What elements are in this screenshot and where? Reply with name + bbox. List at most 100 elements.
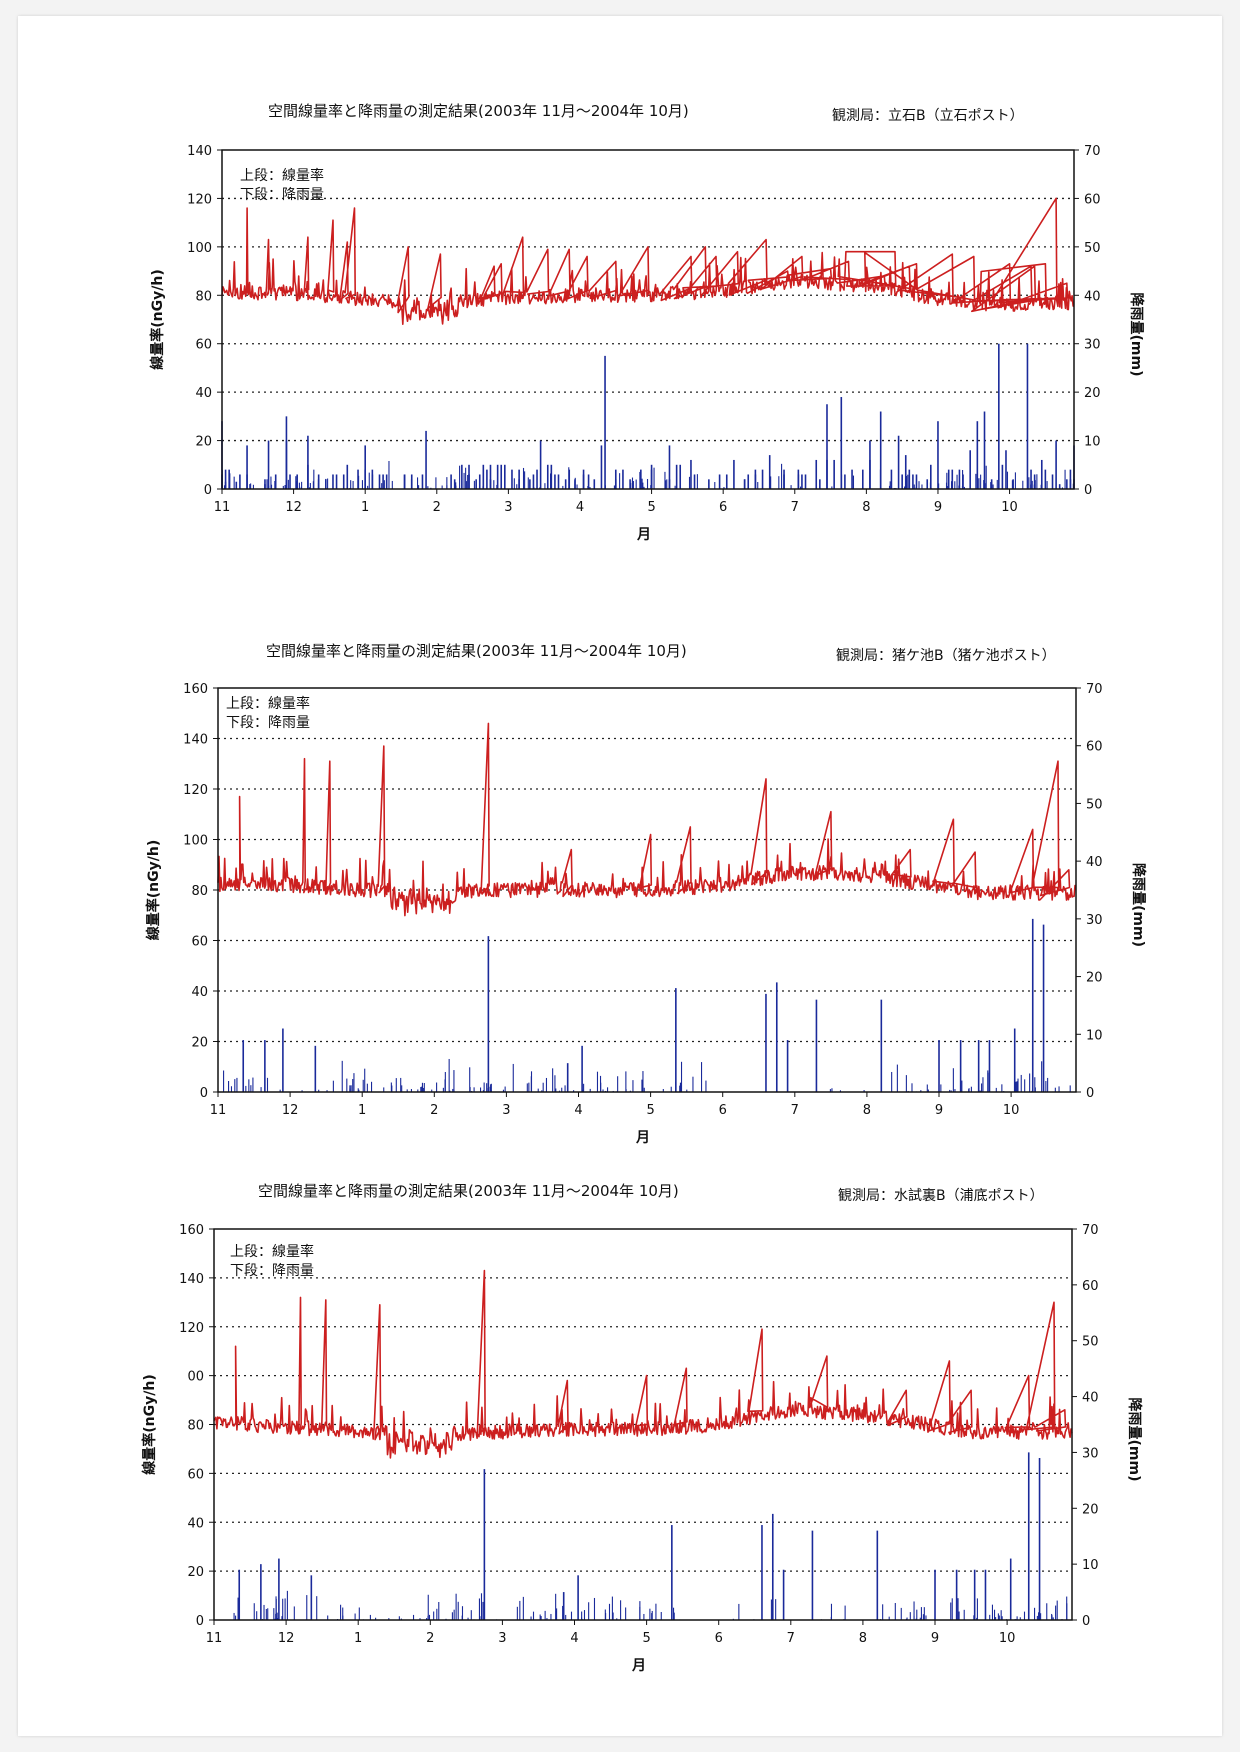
y-right-tick-label: 40 — [1082, 1391, 1099, 1406]
y-left-tick-label: 60 — [191, 935, 208, 950]
dose-rate-line — [213, 1269, 1073, 1459]
y-right-tick-label: 20 — [1084, 386, 1101, 401]
y-left-tick-label: 0 — [200, 1086, 208, 1101]
x-tick-label: 12 — [278, 1631, 295, 1646]
y-right-axis-label: 降雨量(mm) — [1126, 1398, 1143, 1482]
y-left-tick-label: 40 — [195, 386, 212, 401]
y-left-tick-label: 40 — [191, 985, 208, 1000]
y-left-tick-label: 120 — [179, 1321, 204, 1336]
charts-canvas: 空間線量率と降雨量の測定結果(2003年 11月～2004年 10月) 観測局：立… — [141, 102, 1147, 1674]
chart-title: 空間線量率と降雨量の測定結果(2003年 11月～2004年 10月) — [268, 102, 689, 120]
y-right-tick-label: 50 — [1082, 1335, 1099, 1350]
x-axis-label: 月 — [636, 527, 651, 543]
x-tick-label: 3 — [504, 500, 512, 515]
y-left-tick-label: 80 — [195, 289, 212, 304]
x-tick-label: 11 — [214, 500, 231, 515]
x-tick-label: 6 — [719, 1103, 727, 1118]
y-left-tick-label: 00 — [187, 1370, 204, 1385]
dose-rate-line — [221, 197, 1074, 325]
y-left-tick-label: 100 — [183, 834, 208, 849]
legend-lower: 下段：降雨量 — [230, 1263, 314, 1279]
y-right-tick-label: 30 — [1082, 1446, 1099, 1461]
chart-panel-3: 空間線量率と降雨量の測定結果(2003年 11月～2004年 10月) 観測局：水… — [141, 1182, 1143, 1674]
x-tick-label: 7 — [791, 500, 799, 515]
y-right-tick-label: 0 — [1082, 1614, 1090, 1629]
y-right-tick-label: 60 — [1082, 1279, 1099, 1294]
dose-rate-line — [217, 722, 1077, 917]
x-tick-label: 10 — [999, 1631, 1016, 1646]
x-tick-label: 5 — [646, 1103, 654, 1118]
y-right-tick-label: 20 — [1086, 971, 1103, 986]
y-left-tick-label: 60 — [187, 1467, 204, 1482]
station-label: 観測局：水試裏B（浦底ポスト） — [838, 1187, 1044, 1204]
x-tick-label: 1 — [358, 1103, 366, 1118]
x-tick-label: 2 — [430, 1103, 438, 1118]
x-tick-label: 2 — [426, 1631, 434, 1646]
y-left-tick-label: 160 — [183, 682, 208, 697]
y-right-tick-label: 70 — [1086, 682, 1103, 697]
y-left-tick-label: 0 — [196, 1614, 204, 1629]
legend-upper: 上段：線量率 — [230, 1243, 314, 1260]
y-right-tick-label: 30 — [1084, 338, 1101, 353]
y-left-tick-label: 40 — [187, 1516, 204, 1531]
y-right-tick-label: 70 — [1084, 144, 1101, 159]
x-tick-label: 9 — [934, 500, 942, 515]
y-right-tick-label: 10 — [1082, 1558, 1099, 1573]
plot-frame — [217, 687, 1077, 1093]
x-tick-label: 5 — [642, 1631, 650, 1646]
x-tick-label: 10 — [1001, 500, 1018, 515]
y-right-tick-label: 0 — [1086, 1086, 1094, 1101]
x-tick-label: 6 — [715, 1631, 723, 1646]
station-label: 観測局：立石B（立石ポスト） — [832, 107, 1024, 124]
y-left-axis-label: 線量率(nGy/h) — [149, 269, 166, 369]
plot-frame — [213, 1228, 1073, 1621]
x-tick-label: 4 — [574, 1103, 582, 1118]
rain-series — [221, 343, 1075, 489]
x-axis-label: 月 — [635, 1130, 650, 1146]
y-right-tick-label: 60 — [1084, 192, 1101, 207]
plot-frame — [221, 149, 1075, 490]
y-right-tick-label: 20 — [1082, 1502, 1099, 1517]
legend-upper: 上段：線量率 — [240, 167, 324, 184]
y-left-tick-label: 20 — [191, 1036, 208, 1051]
y-left-tick-label: 140 — [183, 733, 208, 748]
legend-lower: 下段：降雨量 — [226, 715, 310, 731]
y-right-tick-label: 70 — [1082, 1223, 1099, 1238]
y-left-tick-label: 80 — [187, 1419, 204, 1434]
y-right-tick-label: 10 — [1086, 1028, 1103, 1043]
y-right-tick-label: 50 — [1086, 797, 1103, 812]
y-right-tick-label: 30 — [1086, 913, 1103, 928]
y-left-tick-label: 20 — [187, 1565, 204, 1580]
y-right-tick-label: 40 — [1086, 855, 1103, 870]
x-tick-label: 1 — [361, 500, 369, 515]
x-tick-label: 8 — [859, 1631, 867, 1646]
y-right-tick-label: 0 — [1084, 483, 1092, 498]
y-right-tick-label: 60 — [1086, 740, 1103, 755]
report-page: 空間線量率と降雨量の測定結果(2003年 11月～2004年 10月) 観測局：立… — [18, 16, 1222, 1736]
x-tick-label: 9 — [931, 1631, 939, 1646]
y-left-tick-label: 0 — [204, 483, 212, 498]
x-tick-label: 11 — [210, 1103, 227, 1118]
x-tick-label: 5 — [647, 500, 655, 515]
x-tick-label: 1 — [354, 1631, 362, 1646]
y-right-tick-label: 40 — [1084, 289, 1101, 304]
y-right-tick-label: 10 — [1084, 435, 1101, 450]
x-tick-label: 9 — [935, 1103, 943, 1118]
chart-panel-2: 空間線量率と降雨量の測定結果(2003年 11月～2004年 10月) 観測局：猪… — [145, 642, 1147, 1146]
x-tick-label: 6 — [719, 500, 727, 515]
x-tick-label: 3 — [502, 1103, 510, 1118]
y-left-tick-label: 140 — [187, 144, 212, 159]
y-left-tick-label: 100 — [187, 241, 212, 256]
x-tick-label: 3 — [498, 1631, 506, 1646]
chart-title: 空間線量率と降雨量の測定結果(2003年 11月～2004年 10月) — [258, 1182, 679, 1200]
y-right-tick-label: 50 — [1084, 241, 1101, 256]
y-right-axis-label: 降雨量(mm) — [1130, 863, 1147, 947]
y-left-tick-label: 20 — [195, 435, 212, 450]
chart-title: 空間線量率と降雨量の測定結果(2003年 11月～2004年 10月) — [266, 642, 687, 660]
rain-series — [233, 1452, 1068, 1620]
chart-panel-1: 空間線量率と降雨量の測定結果(2003年 11月～2004年 10月) 観測局：立… — [149, 102, 1145, 543]
x-axis-label: 月 — [631, 1658, 646, 1674]
y-left-tick-label: 80 — [191, 884, 208, 899]
x-tick-label: 8 — [862, 500, 870, 515]
x-tick-label: 7 — [791, 1103, 799, 1118]
